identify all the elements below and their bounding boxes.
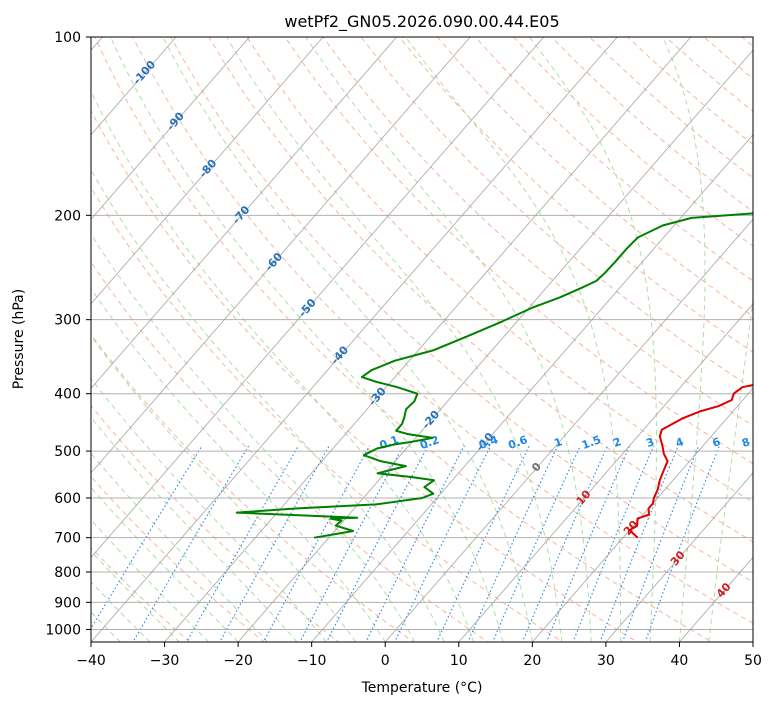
dry-adiabat (284, 37, 753, 465)
mixing-ratio-line (91, 445, 203, 630)
moist-adiabat (708, 295, 753, 642)
isotherm-line (91, 37, 545, 559)
dry-adiabat (91, 546, 191, 642)
moist-adiabat (91, 452, 268, 642)
isotherm-line (91, 37, 324, 305)
mixing-ratio-label: 4 (674, 435, 686, 450)
y-tick-label: 500 (54, 444, 81, 460)
isotherm-line (458, 303, 753, 642)
moist-adiabat (405, 37, 622, 642)
moist-adiabat (529, 37, 657, 642)
isotherm-line (311, 134, 753, 642)
mixing-ratio-label: 0.6 (506, 433, 529, 452)
mixing-ratio-line (622, 445, 700, 642)
x-tick-label: 40 (671, 653, 689, 669)
plot-area: -100-90-80-70-60-50-40-30-20-10010203040… (91, 37, 753, 642)
y-tick-label: 1000 (45, 622, 81, 638)
dry-adiabat (91, 186, 564, 642)
isotherm-line (237, 49, 753, 642)
x-axis-ticks: −40 −30 −20 −10 0 10 20 30 40 50 (76, 642, 762, 669)
isotherm-line (91, 37, 471, 474)
y-tick-label: 100 (54, 30, 81, 46)
moist-adiabat (226, 37, 563, 642)
dry-adiabat (91, 475, 266, 642)
moist-adiabat (91, 377, 327, 642)
temperature-line (628, 383, 753, 539)
moist-adiabats (91, 37, 753, 642)
mixing-ratio-label: 6 (711, 435, 723, 450)
isotherm-line (91, 37, 250, 220)
y-tick-label: 400 (54, 387, 81, 403)
moist-adiabat (162, 37, 533, 642)
x-tick-label: 0 (381, 653, 390, 669)
mixing-ratio-line (572, 445, 655, 642)
moist-adiabat (91, 486, 239, 642)
isotherm-line (384, 218, 753, 642)
isotherm-line (531, 387, 753, 642)
moist-adiabat (91, 416, 298, 642)
isotherm-line (605, 472, 753, 642)
isotherm-line (164, 37, 692, 642)
y-tick-label: 800 (54, 565, 81, 581)
moist-adiabat (662, 37, 706, 642)
mixing-ratio-line (546, 445, 631, 642)
y-axis-ticks: 100 200 300 400 500 600 700 800 900 1000 (45, 30, 91, 638)
x-axis-label: Temperature (°C) (361, 680, 483, 696)
y-tick-label: 200 (54, 208, 81, 224)
x-tick-label: −10 (297, 653, 327, 669)
dry-adiabat (398, 37, 753, 353)
mixing-ratio-label: 2 (611, 435, 623, 450)
x-tick-label: 20 (523, 653, 541, 669)
x-tick-label: 50 (744, 653, 762, 669)
mixing-ratio-line (394, 445, 491, 642)
dry-adiabat (322, 37, 753, 427)
dewpoint-line (235, 212, 753, 539)
isotherm-lines (91, 37, 753, 642)
mixing-ratio-line (644, 445, 720, 642)
mixing-ratio-label: 3 (644, 435, 656, 450)
chart-title: wetPf2_GN05.2026.090.00.44.E05 (284, 12, 559, 32)
sounding-series (235, 212, 753, 539)
y-tick-label: 900 (54, 595, 81, 611)
y-tick-label: 700 (54, 531, 81, 547)
moist-adiabat (305, 37, 592, 642)
moist-adiabat (91, 287, 386, 642)
x-tick-label: −20 (223, 653, 253, 669)
dry-adiabat (91, 109, 639, 642)
isotherm-line (91, 37, 398, 390)
x-tick-label: −40 (76, 653, 106, 669)
moist-adiabat (110, 37, 504, 642)
mixing-ratio-label: 1.5 (580, 433, 603, 452)
y-axis-label: Pressure (hPa) (11, 289, 27, 389)
plot-frame (90, 36, 754, 643)
dry-adiabat (94, 37, 713, 642)
mixing-ratio-line (365, 445, 465, 642)
mixing-ratio-label: 1 (552, 435, 564, 450)
mixing-ratio-labels: 0.10.20.40.611.52346810131620253036 (378, 433, 752, 452)
mixing-ratio-line (436, 445, 530, 642)
x-tick-label: 30 (597, 653, 615, 669)
mixing-ratio-label: 8 (740, 435, 752, 450)
y-tick-label: 300 (54, 313, 81, 329)
mixing-ratio-label: 0.4 (477, 433, 500, 452)
dry-adiabat (91, 261, 489, 642)
mixing-ratio-label: 0.2 (418, 433, 441, 452)
x-tick-label: −30 (150, 653, 180, 669)
x-tick-label: 10 (450, 653, 468, 669)
moist-adiabat (91, 90, 474, 642)
y-tick-label: 600 (54, 491, 81, 507)
moist-adiabat (91, 233, 416, 642)
moist-adiabat (91, 168, 445, 642)
isotherm-line (91, 37, 618, 642)
